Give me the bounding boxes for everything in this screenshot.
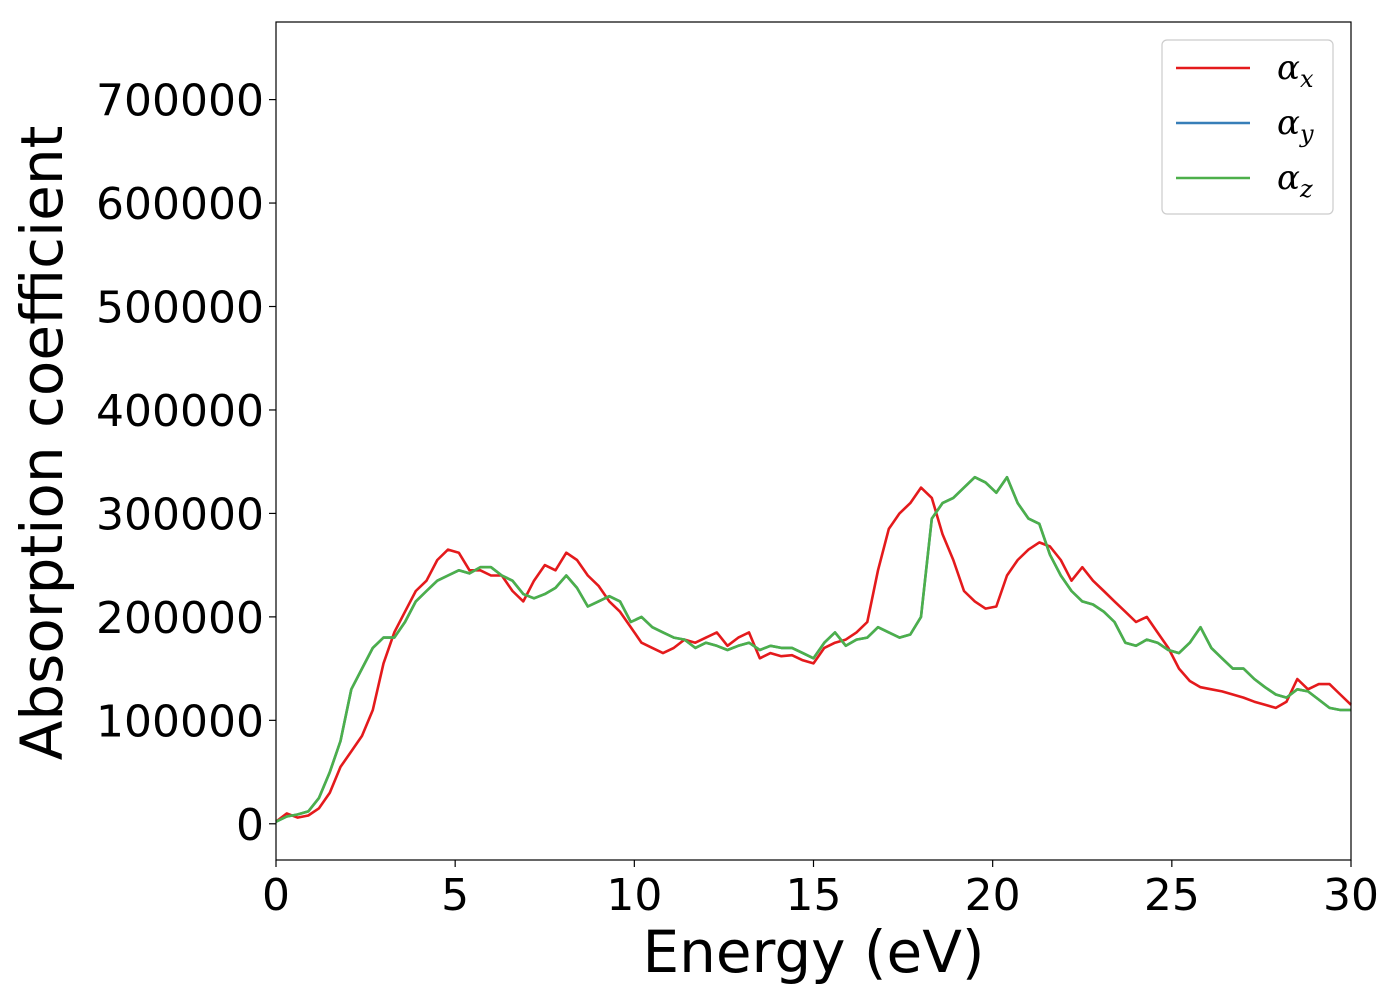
y-tick-label: 700000	[96, 76, 264, 127]
legend-entry-z: αz	[1277, 158, 1313, 203]
legend-symbol: α	[1277, 103, 1300, 143]
x-tick-label: 25	[1144, 870, 1200, 921]
x-axis-label: Energy (eV)	[642, 918, 984, 986]
y-tick-label: 400000	[96, 386, 264, 437]
x-tick-label: 30	[1323, 870, 1379, 921]
series-line-y	[275, 475, 1351, 823]
y-axis-label: Absorption coefficient	[8, 126, 76, 761]
y-tick-label: 600000	[96, 179, 264, 230]
series-line-z	[275, 475, 1351, 823]
legend-symbol: α	[1277, 48, 1300, 88]
x-tick-label: 20	[965, 870, 1021, 921]
plot-frame	[275, 21, 1352, 861]
legend-entry-x: αx	[1277, 48, 1314, 93]
y-tick-label: 100000	[96, 696, 264, 747]
y-tick-label: 200000	[96, 593, 264, 644]
x-axis-ticks: 0 5 10 15 20 25 30	[262, 860, 1379, 921]
y-tick-label: 500000	[96, 283, 264, 334]
legend-subscript: z	[1299, 175, 1313, 203]
series-line-x	[275, 486, 1352, 823]
y-tick-label: 300000	[96, 489, 264, 540]
x-tick-label: 0	[262, 870, 290, 921]
legend-subscript: x	[1300, 65, 1314, 93]
series-layer	[275, 475, 1352, 823]
legend-subscript: y	[1299, 120, 1314, 148]
legend-entry-y: αy	[1277, 103, 1314, 148]
x-tick-label: 10	[606, 870, 662, 921]
legend-box	[1161, 39, 1334, 215]
x-tick-label: 15	[786, 870, 842, 921]
legend-symbol: α	[1277, 158, 1300, 198]
y-tick-label: 0	[236, 800, 264, 851]
x-tick-label: 5	[441, 870, 469, 921]
y-axis-ticks: 0 100000 200000 300000 400000 500000 600000 700…	[96, 76, 276, 851]
